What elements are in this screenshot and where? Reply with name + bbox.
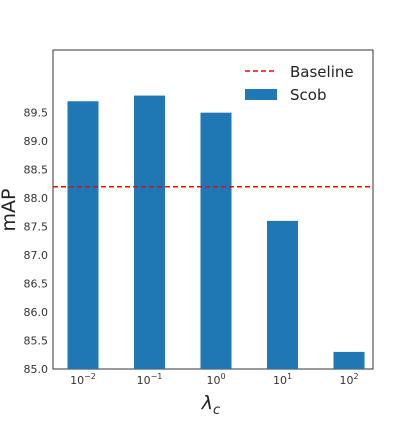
- x-axis-ticks: 10−2 10−1 100 101 102: [70, 372, 358, 387]
- bar: [67, 101, 99, 370]
- bar: [134, 95, 165, 370]
- x-tick-base: 10: [273, 374, 287, 387]
- y-tick-label: 85.5: [24, 335, 49, 348]
- y-tick-label: 87.0: [24, 249, 49, 262]
- bar: [333, 351, 365, 369]
- legend-baseline-label: Baseline: [290, 63, 354, 81]
- x-tick-exponent: 1: [287, 372, 292, 381]
- x-tick-base: 10: [137, 374, 151, 387]
- bars-group: [67, 95, 365, 370]
- x-tick-base: 10: [70, 374, 84, 387]
- x-axis-title-subscript: c: [213, 403, 220, 418]
- y-axis-ticks: 85.0 85.5 86.0 86.5 87.0 87.5 88.0 88.5 89.0 89.5: [24, 107, 49, 376]
- x-tick-label: 101: [273, 372, 292, 387]
- x-tick-base: 10: [206, 374, 220, 387]
- y-tick-label: 89.0: [24, 135, 49, 148]
- y-tick-label: 88.0: [24, 192, 49, 205]
- x-tick-exponent: 0: [220, 372, 225, 381]
- y-tick-label: 85.0: [24, 363, 49, 376]
- y-tick-label: 86.0: [24, 306, 49, 319]
- y-tick-label: 86.5: [24, 278, 49, 291]
- y-tick-label: 89.5: [24, 107, 49, 120]
- bar: [267, 220, 298, 369]
- x-tick-label: 10−2: [70, 372, 96, 387]
- legend: Baseline Scob: [245, 63, 354, 104]
- x-tick-exponent: −2: [84, 372, 96, 381]
- x-tick-label: 10−1: [137, 372, 163, 387]
- y-axis-title: mAP: [0, 189, 20, 232]
- x-tick-label: 100: [206, 372, 225, 387]
- legend-scob-swatch: [245, 89, 277, 100]
- x-tick-label: 102: [339, 372, 358, 387]
- bar: [200, 112, 232, 370]
- x-axis-title-symbol: λ: [201, 392, 213, 414]
- x-axis-title: λc: [201, 392, 220, 418]
- x-tick-exponent: −1: [151, 372, 163, 381]
- y-tick-label: 88.5: [24, 164, 49, 177]
- x-tick-exponent: 2: [353, 372, 358, 381]
- x-tick-base: 10: [339, 374, 353, 387]
- legend-scob-label: Scob: [290, 86, 326, 104]
- y-tick-label: 87.5: [24, 221, 49, 234]
